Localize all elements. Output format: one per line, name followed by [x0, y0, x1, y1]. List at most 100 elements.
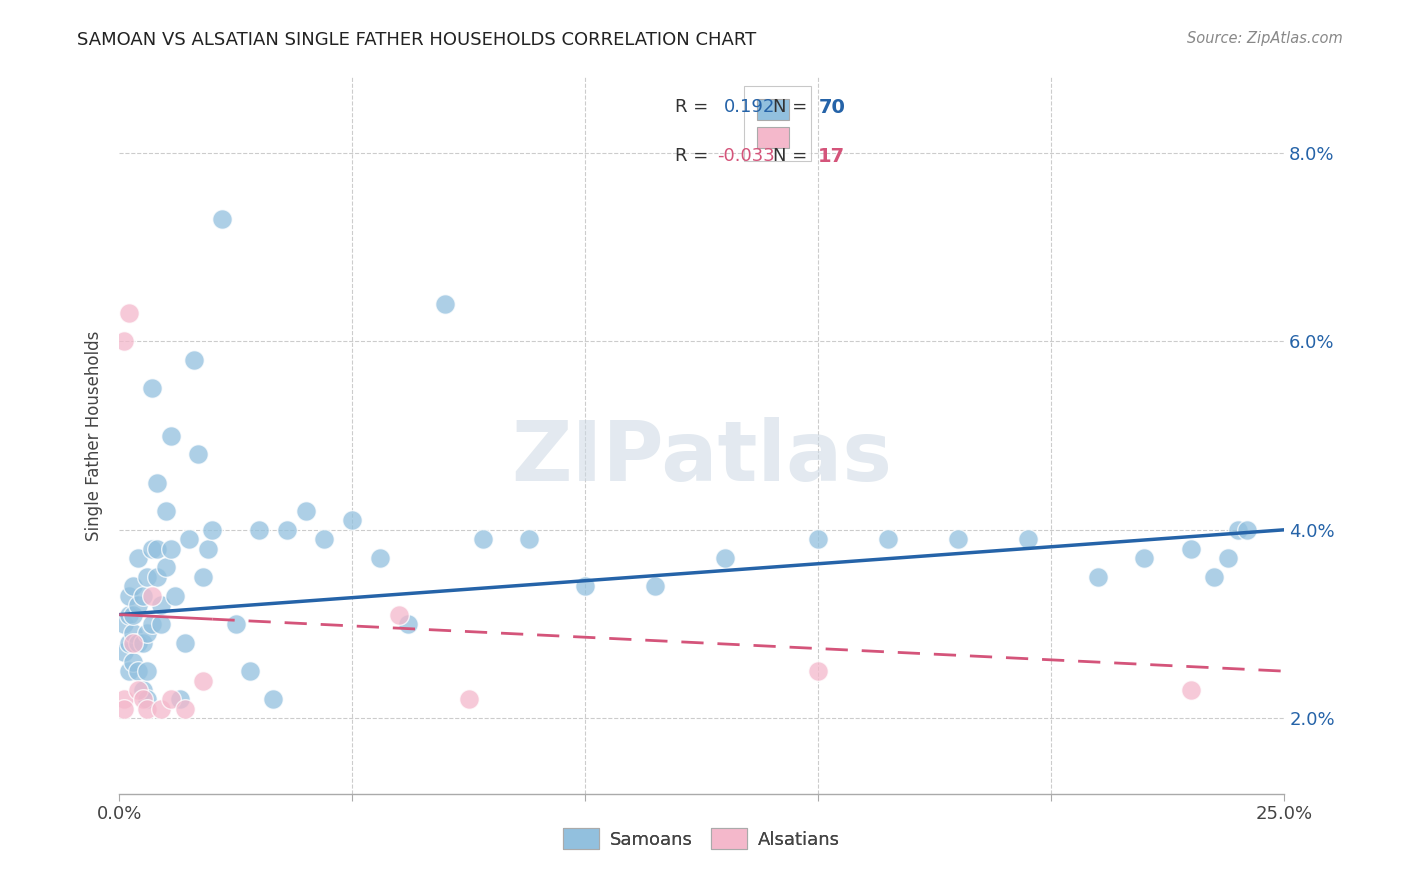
- Point: [145, 570, 167, 584]
- Point: [155, 560, 177, 574]
- Point: [807, 664, 830, 678]
- Point: [131, 636, 153, 650]
- Point: [150, 598, 173, 612]
- Point: [211, 211, 233, 226]
- Point: [122, 636, 145, 650]
- Text: Source: ZipAtlas.com: Source: ZipAtlas.com: [1187, 31, 1343, 46]
- Point: [136, 664, 159, 678]
- Point: [136, 626, 159, 640]
- Text: N =: N =: [773, 147, 807, 165]
- Point: [136, 692, 159, 706]
- Point: [1180, 683, 1202, 698]
- Point: [155, 504, 177, 518]
- Y-axis label: Single Father Households: Single Father Households: [86, 330, 103, 541]
- Text: R =: R =: [675, 98, 709, 116]
- Point: [173, 702, 195, 716]
- Point: [714, 551, 737, 566]
- Point: [112, 617, 135, 632]
- Text: 17: 17: [818, 146, 845, 166]
- Point: [197, 541, 219, 556]
- Point: [191, 673, 214, 688]
- Point: [159, 428, 181, 442]
- Point: [145, 475, 167, 490]
- Point: [150, 702, 173, 716]
- Point: [131, 692, 153, 706]
- Legend: Samoans, Alsatians: Samoans, Alsatians: [564, 829, 841, 849]
- Point: [946, 533, 969, 547]
- Point: [112, 692, 135, 706]
- Point: [112, 334, 135, 349]
- Point: [127, 683, 149, 698]
- Point: [396, 617, 419, 632]
- Point: [434, 296, 457, 310]
- Point: [1218, 551, 1240, 566]
- Point: [136, 570, 159, 584]
- Point: [169, 692, 191, 706]
- Point: [127, 551, 149, 566]
- Point: [457, 692, 479, 706]
- Point: [141, 541, 163, 556]
- Point: [122, 626, 145, 640]
- Point: [122, 607, 145, 622]
- Point: [1180, 541, 1202, 556]
- Point: [1087, 570, 1109, 584]
- Point: [127, 636, 149, 650]
- Point: [368, 551, 391, 566]
- Point: [1226, 523, 1249, 537]
- Text: 70: 70: [818, 97, 845, 117]
- Text: R =: R =: [675, 147, 709, 165]
- Point: [150, 617, 173, 632]
- Point: [191, 570, 214, 584]
- Point: [1133, 551, 1156, 566]
- Point: [141, 381, 163, 395]
- Point: [225, 617, 247, 632]
- Point: [117, 664, 139, 678]
- Point: [117, 636, 139, 650]
- Point: [112, 702, 135, 716]
- Point: [141, 589, 163, 603]
- Point: [276, 523, 298, 537]
- Text: -0.033: -0.033: [717, 147, 775, 165]
- Point: [165, 589, 187, 603]
- Point: [262, 692, 284, 706]
- Point: [159, 692, 181, 706]
- Point: [517, 533, 540, 547]
- Point: [131, 589, 153, 603]
- Text: ZIPatlas: ZIPatlas: [512, 417, 893, 498]
- Point: [122, 579, 145, 593]
- Point: [342, 513, 364, 527]
- Text: N =: N =: [773, 98, 807, 116]
- Point: [131, 683, 153, 698]
- Point: [141, 617, 163, 632]
- Point: [127, 664, 149, 678]
- Point: [201, 523, 224, 537]
- Point: [644, 579, 666, 593]
- Point: [239, 664, 262, 678]
- Point: [122, 655, 145, 669]
- Point: [388, 607, 411, 622]
- Point: [136, 702, 159, 716]
- Point: [471, 533, 494, 547]
- Point: [127, 598, 149, 612]
- Text: 0.192: 0.192: [724, 98, 776, 116]
- Point: [314, 533, 336, 547]
- Point: [183, 353, 205, 368]
- Point: [173, 636, 195, 650]
- Text: SAMOAN VS ALSATIAN SINGLE FATHER HOUSEHOLDS CORRELATION CHART: SAMOAN VS ALSATIAN SINGLE FATHER HOUSEHO…: [77, 31, 756, 49]
- Point: [187, 447, 209, 461]
- Point: [574, 579, 596, 593]
- Point: [1204, 570, 1226, 584]
- Point: [117, 306, 139, 320]
- Point: [159, 541, 181, 556]
- Point: [117, 589, 139, 603]
- Point: [877, 533, 900, 547]
- Point: [112, 645, 135, 659]
- Point: [117, 607, 139, 622]
- Point: [1017, 533, 1039, 547]
- Point: [807, 533, 830, 547]
- Point: [179, 533, 201, 547]
- Point: [294, 504, 316, 518]
- Point: [247, 523, 270, 537]
- Point: [1236, 523, 1258, 537]
- Point: [145, 541, 167, 556]
